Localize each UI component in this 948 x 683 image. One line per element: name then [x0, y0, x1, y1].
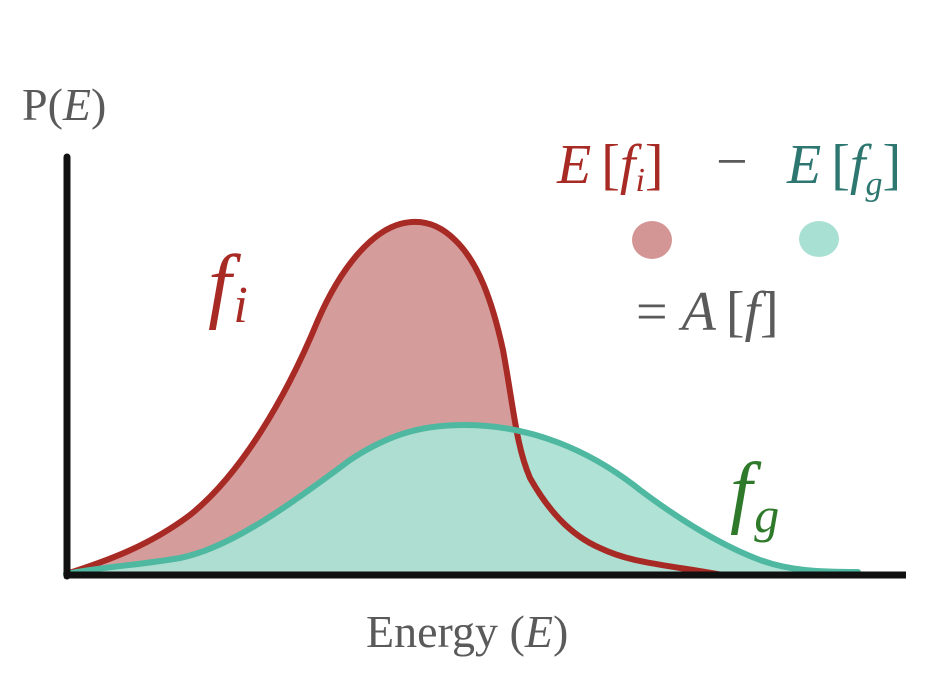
y-axis-label: P(E): [22, 79, 106, 130]
fi-area: [66, 221, 722, 576]
equation-term-fi: E [fi]: [556, 134, 664, 199]
fi-color-dot: [632, 221, 672, 259]
equation-term-fg: E [fg]: [786, 134, 901, 203]
fi-label: fi: [208, 238, 248, 334]
fg-color-dot: [799, 221, 839, 257]
equation-result: = A [f]: [636, 281, 779, 343]
fg-area: [66, 425, 858, 575]
fg-label: fg: [730, 448, 779, 543]
fg-curve: [63, 422, 861, 577]
equation-minus: −: [716, 131, 748, 193]
equation-expression: E [fi] − E [fg]: [556, 131, 901, 203]
x-axis-label: Energy (E): [366, 606, 568, 657]
fi-curve: [63, 218, 725, 578]
